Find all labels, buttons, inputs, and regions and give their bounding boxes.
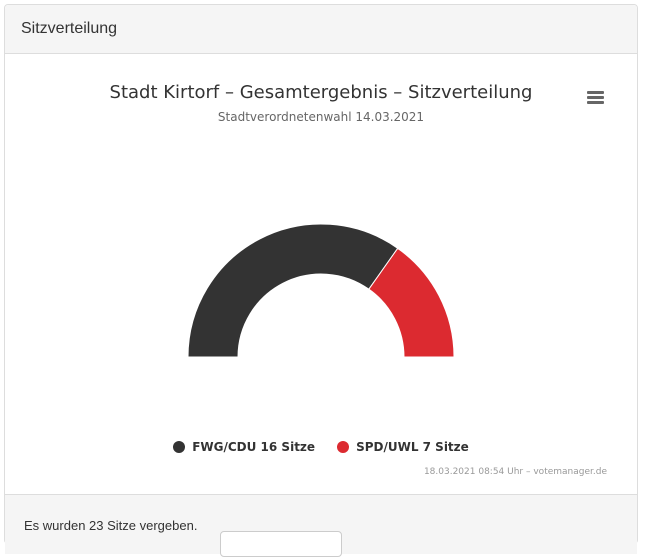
legend-item-fwg-cdu[interactable]: FWG/CDU 16 Sitze <box>173 440 315 454</box>
panel-footer: Es wurden 23 Sitze vergeben. <box>5 494 637 557</box>
legend-label-spd-uwl: SPD/UWL 7 Sitze <box>356 440 469 454</box>
seat-distribution-chart <box>187 223 455 358</box>
legend-symbol-fwg-cdu <box>173 441 186 453</box>
slice-spd-uwl[interactable] <box>368 247 455 358</box>
chart-title: Stadt Kirtorf – Gesamtergebnis – Sitzver… <box>109 82 533 103</box>
chart-subtitle: Stadtverordnetenwahl 14.03.2021 <box>217 110 425 124</box>
legend-label-fwg-cdu: FWG/CDU 16 Sitze <box>192 440 316 454</box>
legend-item-spd-uwl[interactable]: SPD/UWL 7 Sitze <box>337 440 469 454</box>
chart-legend: FWG/CDU 16 Sitze SPD/UWL 7 Sitze <box>5 440 637 454</box>
seat-distribution-panel: Sitzverteilung Stadt Kirtorf – Gesamterg… <box>4 4 638 557</box>
panel-heading: Sitzverteilung <box>5 5 637 54</box>
panel-title: Sitzverteilung <box>21 20 118 37</box>
slice-fwg-cdu[interactable] <box>187 223 399 358</box>
seats-allocated-text: Es wurden 23 Sitze vergeben. <box>24 518 198 533</box>
hamburger-menu-icon <box>587 91 604 94</box>
chart-context-menu-button[interactable] <box>587 91 607 107</box>
footer-button[interactable] <box>220 531 342 557</box>
chart-area: Stadt Kirtorf – Gesamtergebnis – Sitzver… <box>5 54 637 494</box>
chart-credits[interactable]: 18.03.2021 08:54 Uhr – votemanager.de <box>423 467 607 477</box>
legend-symbol-spd-uwl <box>337 441 350 453</box>
